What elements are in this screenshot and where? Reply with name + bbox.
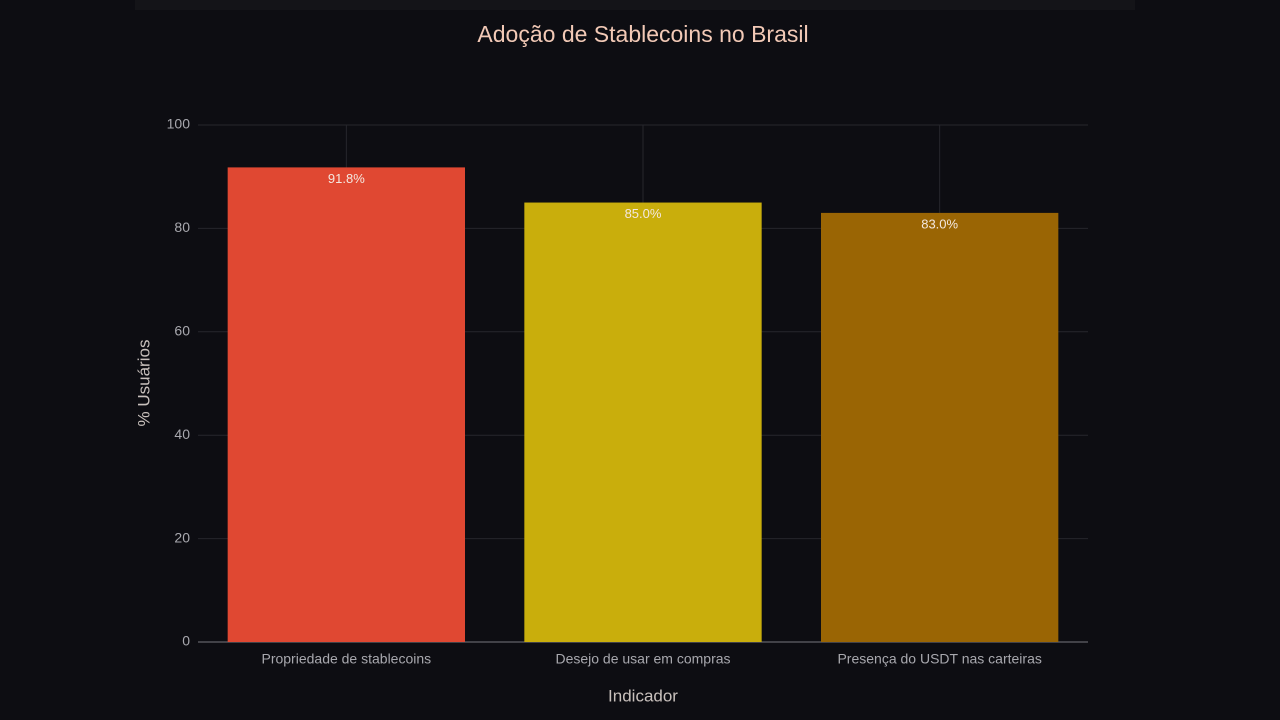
y-tick-label: 60 bbox=[174, 323, 190, 339]
y-tick-label: 0 bbox=[182, 633, 190, 649]
y-axis-title: % Usuários bbox=[134, 340, 153, 427]
top-strip bbox=[135, 0, 1135, 10]
y-tick-label: 20 bbox=[174, 529, 190, 545]
value-label: 83.0% bbox=[921, 216, 958, 231]
value-label: 91.8% bbox=[328, 171, 365, 186]
value-label: 85.0% bbox=[625, 206, 662, 221]
chart-title: Adoção de Stablecoins no Brasil bbox=[477, 21, 808, 47]
bar bbox=[227, 167, 465, 643]
x-tick-label: Propriedade de stablecoins bbox=[261, 651, 431, 667]
y-tick-label: 40 bbox=[174, 426, 190, 442]
x-axis-title: Indicador bbox=[608, 686, 678, 705]
y-tick-label: 100 bbox=[167, 116, 191, 132]
bar bbox=[821, 212, 1059, 642]
bar bbox=[524, 202, 762, 643]
x-tick-label: Presença do USDT nas carteiras bbox=[837, 651, 1041, 667]
y-tick-label: 80 bbox=[174, 219, 190, 235]
x-tick-label: Desejo de usar em compras bbox=[555, 651, 730, 667]
